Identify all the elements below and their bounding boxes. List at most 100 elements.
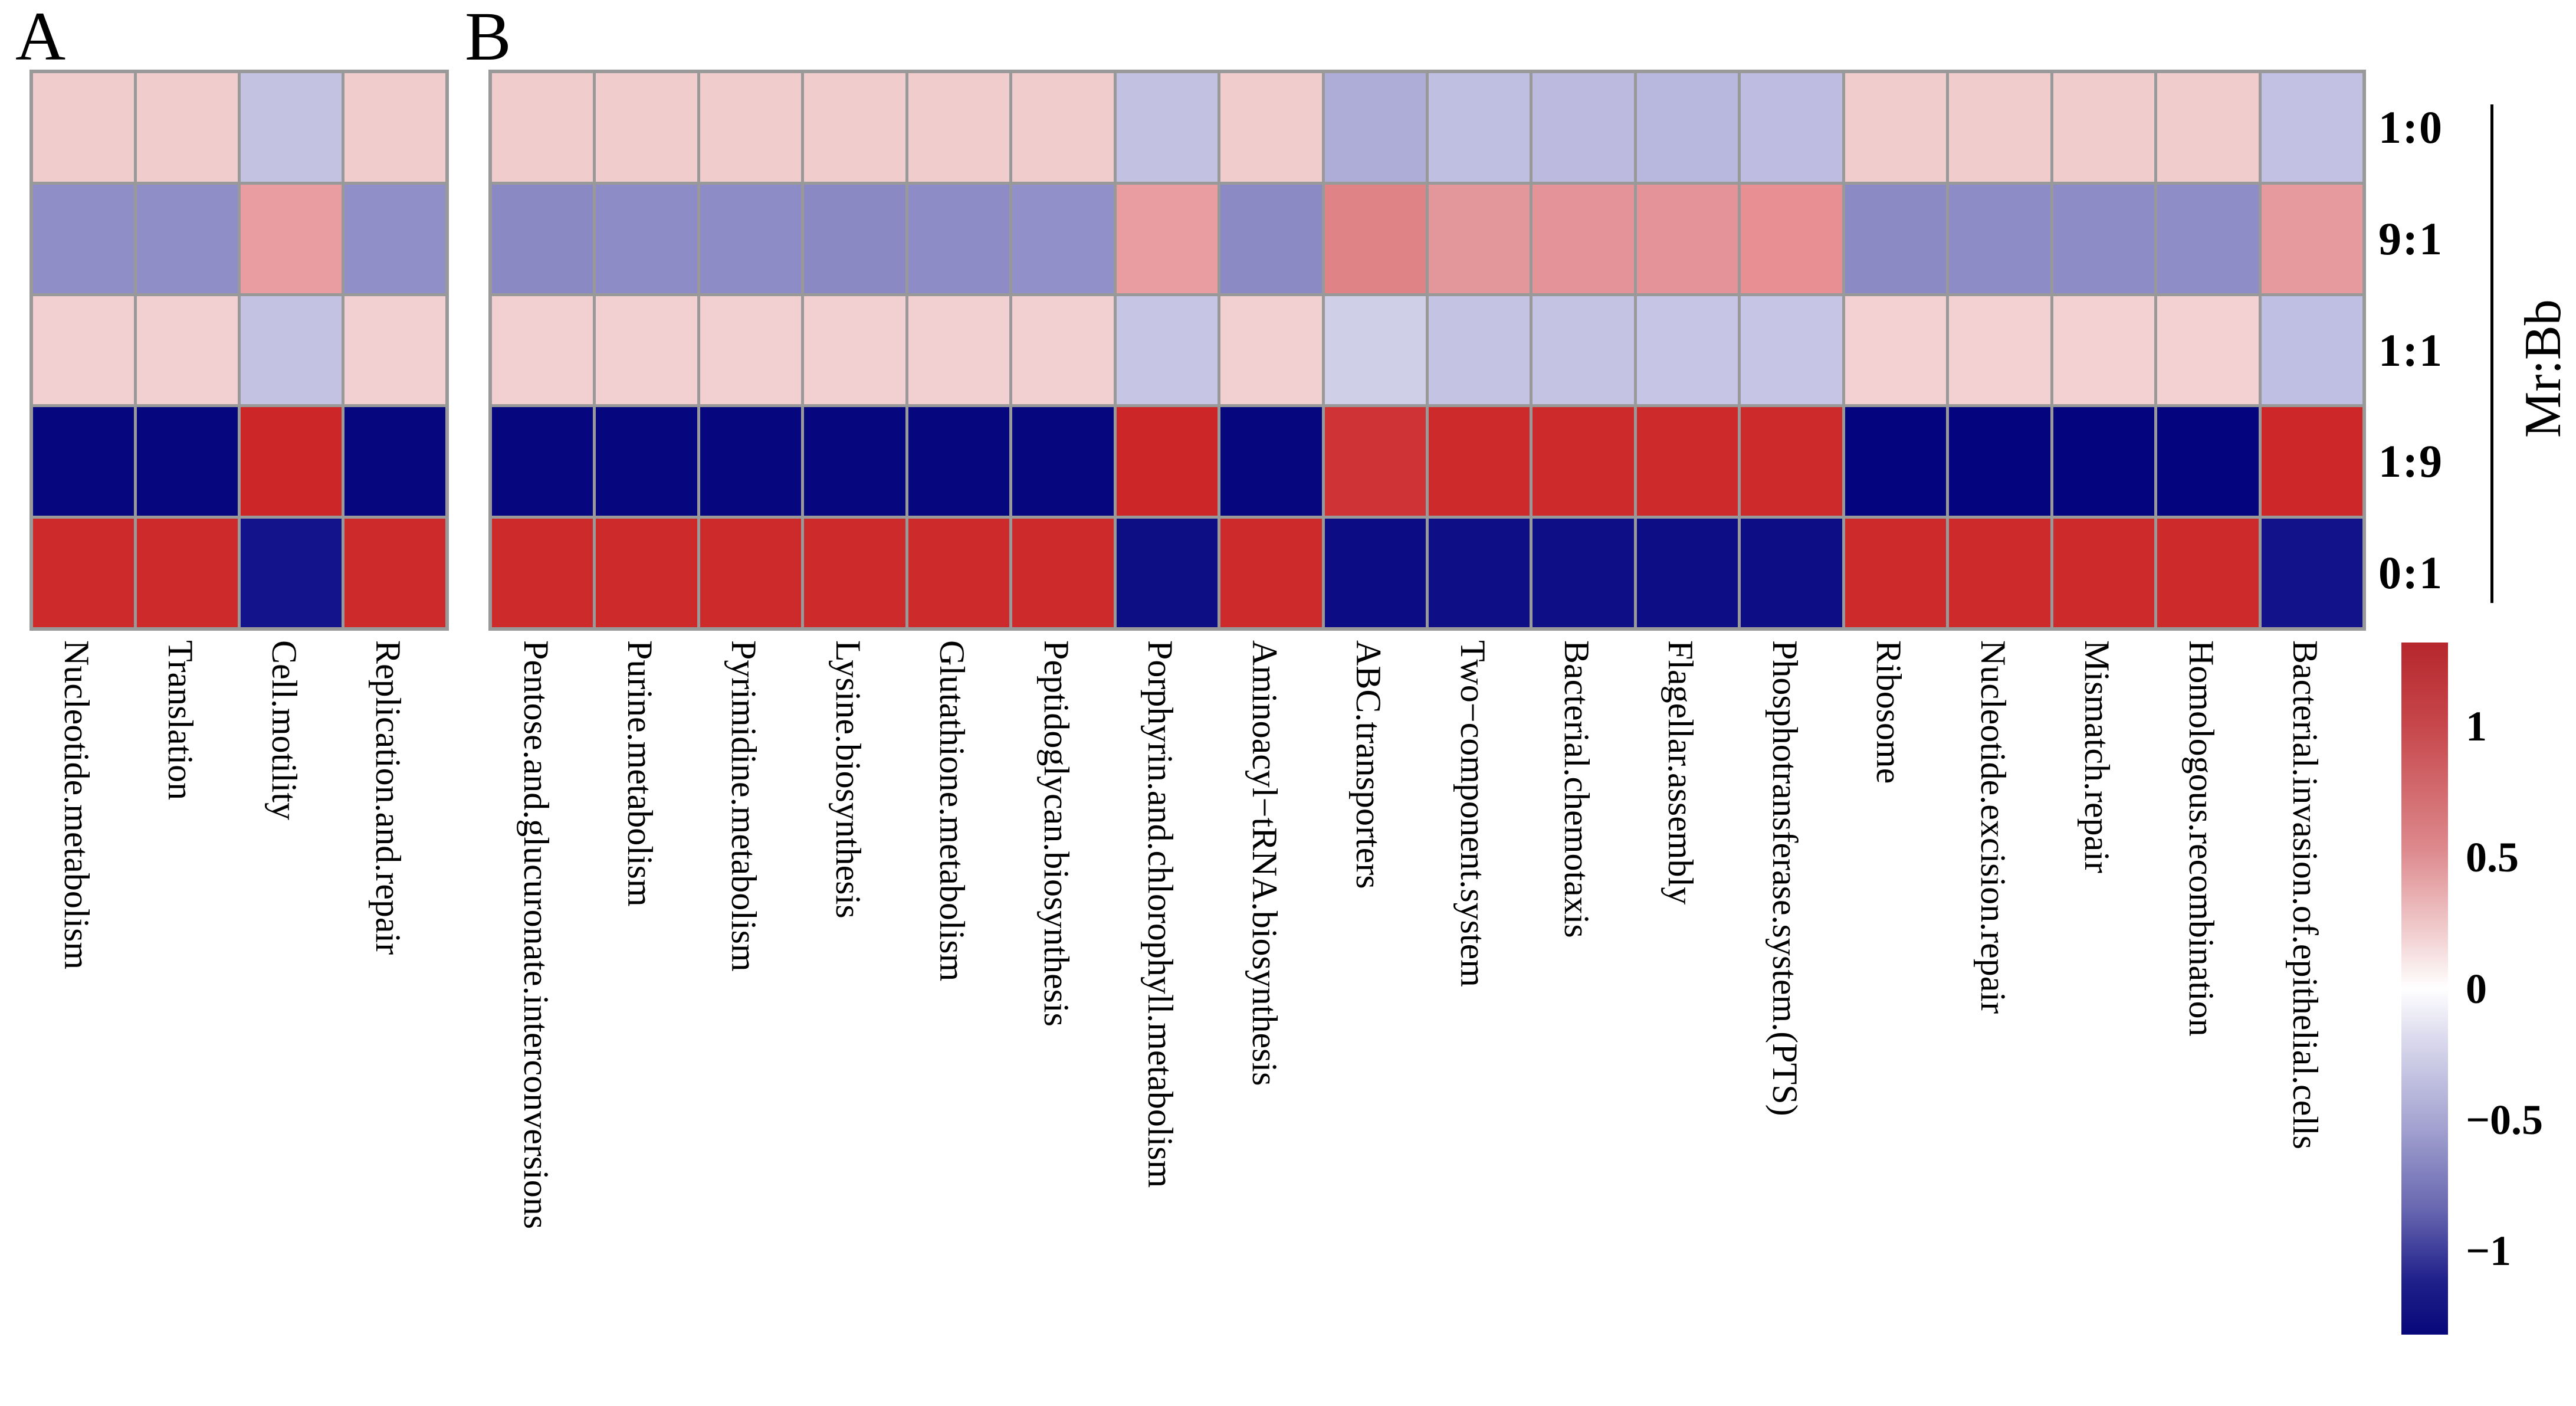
heatmap-cell-B-r2-c16 bbox=[2157, 296, 2259, 405]
column-label-B-7: Aminoacyl−tRNA.biosynthesis bbox=[1245, 640, 1284, 1086]
column-label-B-4: Glutathione.metabolism bbox=[933, 640, 972, 982]
heatmap-cell-A-r3-c0 bbox=[33, 407, 134, 516]
heatmap-cell-B-r3-c16 bbox=[2157, 407, 2259, 516]
heatmap-cell-B-r0-c13 bbox=[1845, 73, 1947, 182]
heatmap-cell-A-r1-c2 bbox=[241, 184, 342, 293]
colorbar-tick-4: −1 bbox=[2466, 1227, 2512, 1274]
heatmap-cell-B-r2-c5 bbox=[1012, 296, 1114, 405]
heatmap-cell-B-r3-c6 bbox=[1116, 407, 1218, 516]
colorbar-tick-1: 0.5 bbox=[2466, 834, 2519, 881]
heatmap-cell-B-r2-c2 bbox=[700, 296, 802, 405]
heatmap-cell-B-r2-c13 bbox=[1845, 296, 1947, 405]
heatmap-cell-B-r4-c12 bbox=[1741, 519, 1842, 627]
heatmap-cell-B-r0-c6 bbox=[1116, 73, 1218, 182]
heatmap-cell-B-r4-c3 bbox=[804, 519, 905, 627]
heatmap-cell-B-r1-c3 bbox=[804, 184, 905, 293]
heatmap-cell-B-r3-c1 bbox=[596, 407, 697, 516]
column-label-B-17: Bacterial.invasion.of.epithelial.cells bbox=[2286, 640, 2325, 1150]
heatmap-cell-B-r0-c8 bbox=[1324, 73, 1426, 182]
heatmap-cell-B-r0-c0 bbox=[492, 73, 593, 182]
heatmap-cell-B-r2-c12 bbox=[1741, 296, 1842, 405]
heatmap-cell-B-r4-c13 bbox=[1845, 519, 1947, 627]
heatmap-cell-A-r3-c1 bbox=[137, 407, 238, 516]
heatmap-cell-B-r4-c14 bbox=[1949, 519, 2050, 627]
heatmap-cell-A-r0-c0 bbox=[33, 73, 134, 182]
heatmap-cell-B-r0-c7 bbox=[1220, 73, 1322, 182]
column-label-A-2: Cell.motility bbox=[265, 640, 304, 821]
row-label-4: 0:1 bbox=[2378, 547, 2443, 599]
heatmap-cell-B-r3-c12 bbox=[1741, 407, 1842, 516]
heatmap-cell-B-r1-c16 bbox=[2157, 184, 2259, 293]
heatmap-cell-B-r0-c15 bbox=[2053, 73, 2155, 182]
heatmap-cell-B-r4-c16 bbox=[2157, 519, 2259, 627]
heatmap-cell-B-r4-c4 bbox=[908, 519, 1010, 627]
panel-b-title: B bbox=[465, 0, 511, 75]
heatmap-cell-B-r2-c17 bbox=[2261, 296, 2362, 405]
heatmap-cell-B-r4-c1 bbox=[596, 519, 697, 627]
heatmap-cell-B-r0-c16 bbox=[2157, 73, 2259, 182]
heatmap-cell-B-r1-c11 bbox=[1636, 184, 1738, 293]
heatmap-cell-B-r3-c2 bbox=[700, 407, 802, 516]
row-label-2: 1:1 bbox=[2378, 324, 2443, 376]
heatmap-cell-B-r2-c9 bbox=[1428, 296, 1530, 405]
heatmap-cell-B-r4-c9 bbox=[1428, 519, 1530, 627]
column-label-A-0: Nucleotide.metabolism bbox=[57, 640, 97, 970]
heatmap-cell-B-r2-c4 bbox=[908, 296, 1010, 405]
heatmap-cell-B-r3-c14 bbox=[1949, 407, 2050, 516]
heatmap-cell-B-r4-c11 bbox=[1636, 519, 1738, 627]
heatmap-cell-A-r4-c2 bbox=[241, 519, 342, 627]
heatmap-cell-B-r3-c8 bbox=[1324, 407, 1426, 516]
row-label-1: 9:1 bbox=[2378, 212, 2443, 264]
heatmap-cell-B-r0-c3 bbox=[804, 73, 905, 182]
heatmap-cell-B-r4-c2 bbox=[700, 519, 802, 627]
colorbar-tick-3: −0.5 bbox=[2466, 1096, 2544, 1143]
heatmap-cell-B-r2-c11 bbox=[1636, 296, 1738, 405]
heatmap-cell-B-r1-c13 bbox=[1845, 184, 1947, 293]
heatmap-cell-B-r2-c15 bbox=[2053, 296, 2155, 405]
row-label-3: 1:9 bbox=[2378, 435, 2443, 487]
column-label-B-9: Two−component.system bbox=[1453, 640, 1492, 987]
heatmap-cell-A-r1-c0 bbox=[33, 184, 134, 293]
heatmap-cell-B-r4-c0 bbox=[492, 519, 593, 627]
heatmap-cell-A-r0-c3 bbox=[344, 73, 445, 182]
column-label-B-3: Lysine.biosynthesis bbox=[828, 640, 868, 919]
heatmap-cell-B-r2-c0 bbox=[492, 296, 593, 405]
heatmap-cell-B-r4-c8 bbox=[1324, 519, 1426, 627]
heatmap-cell-A-r3-c2 bbox=[241, 407, 342, 516]
column-label-B-12: Phosphotransferase.system.(PTS) bbox=[1765, 640, 1804, 1116]
heatmap-cell-B-r4-c5 bbox=[1012, 519, 1114, 627]
heatmap-cell-A-r4-c3 bbox=[344, 519, 445, 627]
heatmap-cell-B-r3-c3 bbox=[804, 407, 905, 516]
heatmap-cell-B-r1-c2 bbox=[700, 184, 802, 293]
colorbar-tick-0: 1 bbox=[2466, 703, 2487, 750]
heatmap-cell-A-r2-c3 bbox=[344, 296, 445, 405]
heatmap-cell-B-r2-c7 bbox=[1220, 296, 1322, 405]
heatmap-cell-B-r3-c9 bbox=[1428, 407, 1530, 516]
heatmap-cell-B-r1-c5 bbox=[1012, 184, 1114, 293]
heatmap-cell-A-r4-c0 bbox=[33, 519, 134, 627]
heatmap-cell-B-r0-c4 bbox=[908, 73, 1010, 182]
heatmap-cell-B-r0-c9 bbox=[1428, 73, 1530, 182]
heatmap-cell-B-r1-c17 bbox=[2261, 184, 2362, 293]
column-label-B-13: Ribosome bbox=[1869, 640, 1909, 784]
column-label-B-16: Homologous.recombination bbox=[2181, 640, 2221, 1037]
heatmap-cell-B-r0-c1 bbox=[596, 73, 697, 182]
column-label-B-2: Pyrimidine.metabolism bbox=[724, 640, 764, 972]
heatmap-cell-B-r1-c8 bbox=[1324, 184, 1426, 293]
heatmap-cell-B-r3-c17 bbox=[2261, 407, 2362, 516]
heatmap-cell-B-r2-c3 bbox=[804, 296, 905, 405]
heatmap-cell-B-r4-c15 bbox=[2053, 519, 2155, 627]
column-label-B-0: Pentose.and.glucuronate.interconversions bbox=[516, 640, 556, 1230]
heatmap-cell-A-r0-c1 bbox=[137, 73, 238, 182]
heatmap-cell-B-r2-c14 bbox=[1949, 296, 2050, 405]
heatmap-cell-B-r0-c10 bbox=[1533, 73, 1634, 182]
row-axis-line bbox=[2490, 104, 2493, 603]
heatmap-cell-A-r3-c3 bbox=[344, 407, 445, 516]
colorbar-gradient bbox=[2401, 643, 2448, 1335]
heatmap-cell-B-r2-c10 bbox=[1533, 296, 1634, 405]
heatmap-panel-b bbox=[488, 70, 2366, 631]
heatmap-cell-B-r0-c12 bbox=[1741, 73, 1842, 182]
heatmap-cell-A-r2-c0 bbox=[33, 296, 134, 405]
heatmap-cell-B-r1-c4 bbox=[908, 184, 1010, 293]
